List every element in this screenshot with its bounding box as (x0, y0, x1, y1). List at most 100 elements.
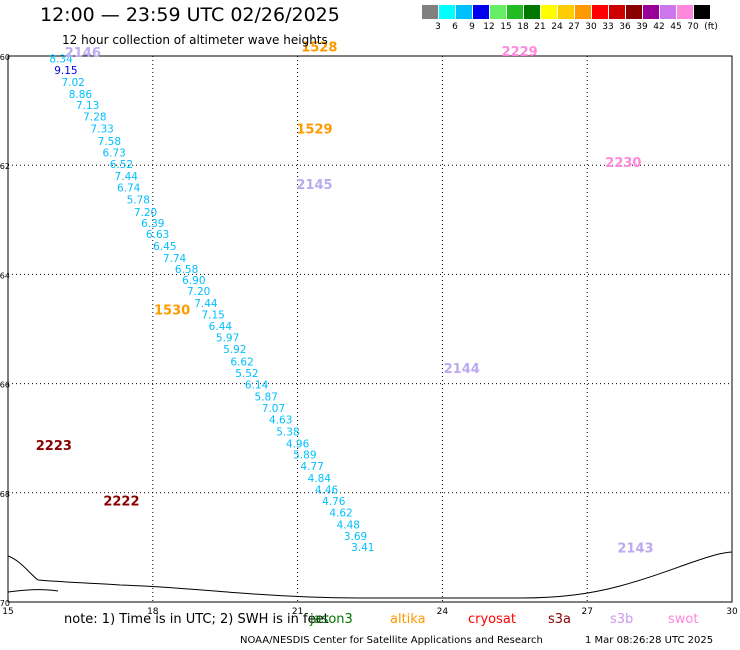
wave-height-point: 7.13 (76, 100, 99, 112)
colorbar-label: 45 (670, 22, 682, 32)
wave-height-point: 7.58 (98, 136, 121, 148)
colorbar-label: 70 (687, 22, 699, 32)
pass-id-label: 2222 (103, 494, 139, 509)
wave-height-point: 4.48 (337, 519, 360, 531)
wave-height-point: 3.69 (344, 531, 367, 543)
wave-height-point: 5.78 (127, 194, 150, 206)
colorbar-label: 27 (568, 22, 580, 32)
colorbar-swatch (694, 5, 710, 19)
wave-height-point: 7.44 (194, 298, 218, 310)
lat-label: -62 (0, 162, 10, 171)
chart-subtitle: 12 hour collection of altimeter wave hei… (62, 33, 328, 47)
wave-height-point: 5.38 (276, 426, 299, 438)
legend-swot: swot (668, 612, 699, 627)
wave-height-point: 8.86 (69, 89, 93, 101)
pass-id-label: 1529 (296, 123, 332, 138)
pass-id-label: 2146 (65, 46, 101, 61)
wave-height-point: 7.20 (187, 286, 210, 298)
wave-height-point: 6.73 (102, 147, 125, 159)
pass-id-label: 2223 (36, 439, 72, 454)
colorbar-label: 6 (452, 22, 458, 32)
colorbar-swatch (626, 5, 642, 19)
colorbar-label: 33 (602, 22, 614, 32)
wave-height-point: 6.74 (117, 182, 141, 194)
legend-altika: altika (390, 612, 426, 627)
wave-height-point: 4.63 (269, 414, 292, 426)
colorbar-swatch (439, 5, 455, 19)
colorbar-swatch (660, 5, 676, 19)
wave-height-point: 4.76 (322, 496, 346, 508)
lon-label: 21 (292, 607, 303, 617)
wave-height-point: 7.07 (262, 403, 285, 415)
legend-cryosat: cryosat (468, 612, 516, 627)
wave-height-point: 3.41 (351, 542, 374, 554)
colorbar-swatch (473, 5, 489, 19)
colorbar-swatch (643, 5, 659, 19)
legend-s3b: s3b (610, 612, 634, 627)
wave-height-point: 6.44 (209, 321, 233, 333)
wave-height-point: 4.96 (286, 438, 310, 450)
colorbar-unit: (ft) (704, 22, 718, 32)
colorbar-swatch (592, 5, 608, 19)
pass-id-label: 2145 (296, 178, 332, 193)
pass-id-label: 2229 (502, 45, 538, 60)
wave-height-point: 6.90 (182, 275, 205, 287)
wave-height-point: 6.63 (146, 229, 169, 241)
colorbar-label: 39 (636, 22, 648, 32)
wave-height-point: 4.77 (300, 461, 323, 473)
map-grid (8, 56, 732, 602)
antarctic-coastline (7, 551, 733, 599)
wave-height-point: 5.92 (223, 344, 246, 356)
wave-height-point: 4.84 (308, 473, 332, 485)
wave-height-point: 7.20 (134, 207, 157, 219)
colorbar-swatch (456, 5, 472, 19)
colorbar-label: 36 (619, 22, 631, 32)
colorbar-swatch (677, 5, 693, 19)
wave-height-point: 7.74 (163, 253, 187, 265)
colorbar-swatch (422, 5, 438, 19)
wave-height-point: 6.62 (230, 357, 253, 369)
wave-height-observations: 8.349.157.028.867.137.287.337.586.736.52… (49, 54, 374, 555)
lon-label: 24 (437, 607, 449, 617)
wave-height-point: 8.34 (49, 54, 73, 66)
wave-height-point: 7.33 (90, 123, 113, 135)
wave-height-point: 7.44 (115, 171, 139, 183)
lat-label: -68 (0, 490, 10, 499)
colorbar-label: 24 (551, 22, 563, 32)
colorbar-label: 9 (469, 22, 475, 32)
wave-height-point: 7.02 (61, 77, 84, 89)
lat-label: -64 (0, 271, 10, 280)
pass-id-label: 1528 (301, 41, 337, 56)
colorbar-swatch (541, 5, 557, 19)
wave-height-point: 5.87 (255, 392, 278, 404)
colorbar-label: 21 (534, 22, 546, 32)
wave-height-point: 4.62 (329, 507, 352, 519)
lat-label: -70 (0, 599, 10, 608)
lat-label: -66 (0, 381, 10, 390)
pass-id-label: 1530 (154, 303, 190, 318)
map-frame (7, 55, 733, 603)
legend-s3a: s3a (548, 612, 572, 627)
wave-height-point: 6.39 (141, 218, 164, 230)
wave-height-point: 5.52 (235, 368, 258, 380)
colorbar-label: 18 (517, 22, 529, 32)
chart-title: 12:00 — 23:59 UTC 02/26/2025 (40, 4, 340, 26)
lon-label: 30 (726, 607, 738, 617)
lat-label: -60 (0, 53, 10, 62)
pass-id-label: 2144 (444, 362, 480, 377)
lon-label: 18 (147, 607, 159, 617)
colorbar-swatch (490, 5, 506, 19)
pass-id-label: 2230 (605, 156, 641, 171)
wave-height-point: 4.46 (315, 484, 339, 496)
colorbar-label: 12 (483, 22, 495, 32)
pass-id-label: 2143 (617, 541, 653, 556)
colorbar-swatch (558, 5, 574, 19)
wave-height-point: 5.97 (216, 333, 239, 345)
legend-jason3: jason3 (310, 612, 353, 627)
wave-height-point: 6.52 (110, 159, 133, 171)
colorbar-swatch (575, 5, 591, 19)
credit-text: NOAA/NESDIS Center for Satellite Applica… (240, 635, 543, 646)
colorbar-label: 42 (653, 22, 665, 32)
wave-height-point: 7.15 (201, 310, 224, 322)
